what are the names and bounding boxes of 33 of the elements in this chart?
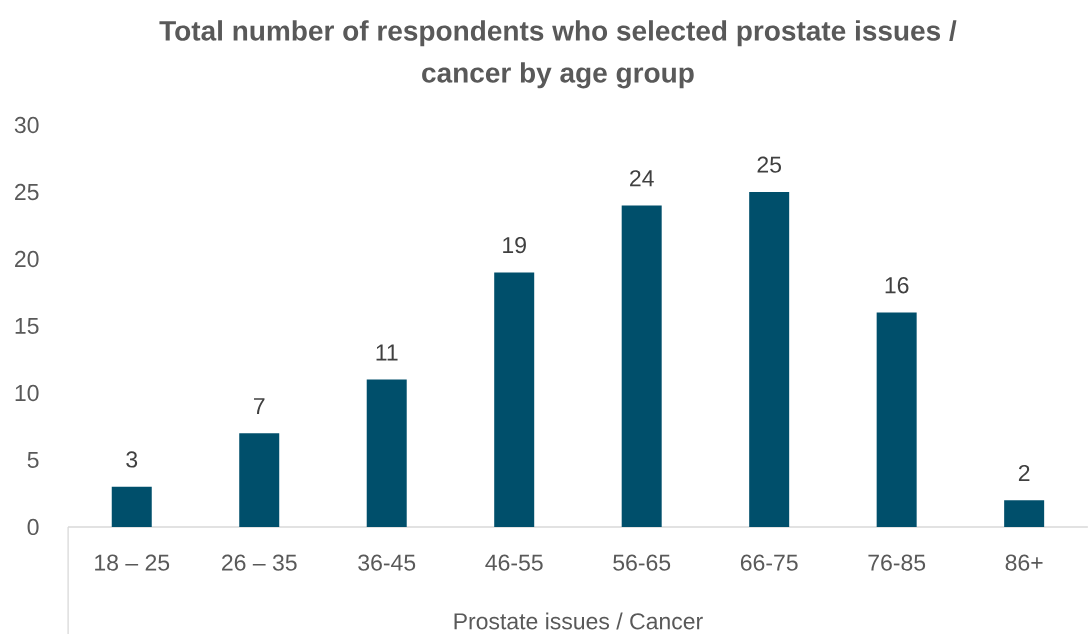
bar bbox=[621, 205, 662, 527]
data-label: 2 bbox=[1018, 464, 1030, 481]
data-label: 25 bbox=[757, 156, 781, 173]
data-label: 11 bbox=[376, 344, 398, 361]
x-tick-label: 86+ bbox=[1005, 554, 1043, 571]
x-axis-title: Prostate issues / Cancer bbox=[454, 612, 703, 630]
x-tick-label: 26 – 35 bbox=[222, 554, 297, 571]
x-tick-label: 56-65 bbox=[613, 554, 671, 571]
data-label: 24 bbox=[630, 170, 654, 187]
bar bbox=[876, 312, 917, 527]
y-tick-label: 0 bbox=[27, 518, 39, 536]
y-tick-label: 20 bbox=[15, 250, 39, 268]
x-tick-label: 66-75 bbox=[740, 554, 798, 571]
bar bbox=[366, 379, 407, 527]
bar bbox=[111, 486, 152, 527]
y-tick-label: 15 bbox=[15, 317, 39, 335]
data-label: 19 bbox=[503, 236, 526, 254]
x-tick-label: 76-85 bbox=[868, 554, 926, 571]
bar bbox=[494, 272, 535, 527]
data-label: 3 bbox=[126, 451, 138, 468]
data-label: 7 bbox=[254, 398, 265, 414]
x-tick-label: 36-45 bbox=[358, 554, 416, 571]
data-label: 16 bbox=[885, 277, 909, 294]
bar bbox=[1004, 500, 1045, 527]
x-tick-label: 46-55 bbox=[485, 554, 543, 571]
y-tick-label: 5 bbox=[27, 451, 39, 469]
y-tick-label: 10 bbox=[15, 384, 39, 402]
y-tick-label: 25 bbox=[15, 183, 39, 201]
bar bbox=[749, 191, 790, 527]
chart-title: Total number of respondents who selected prostate issues / cancer by age group bbox=[159, 20, 957, 89]
y-tick-label: 30 bbox=[14, 116, 39, 134]
x-tick-label: 18 – 25 bbox=[95, 554, 170, 571]
bar bbox=[239, 433, 280, 527]
